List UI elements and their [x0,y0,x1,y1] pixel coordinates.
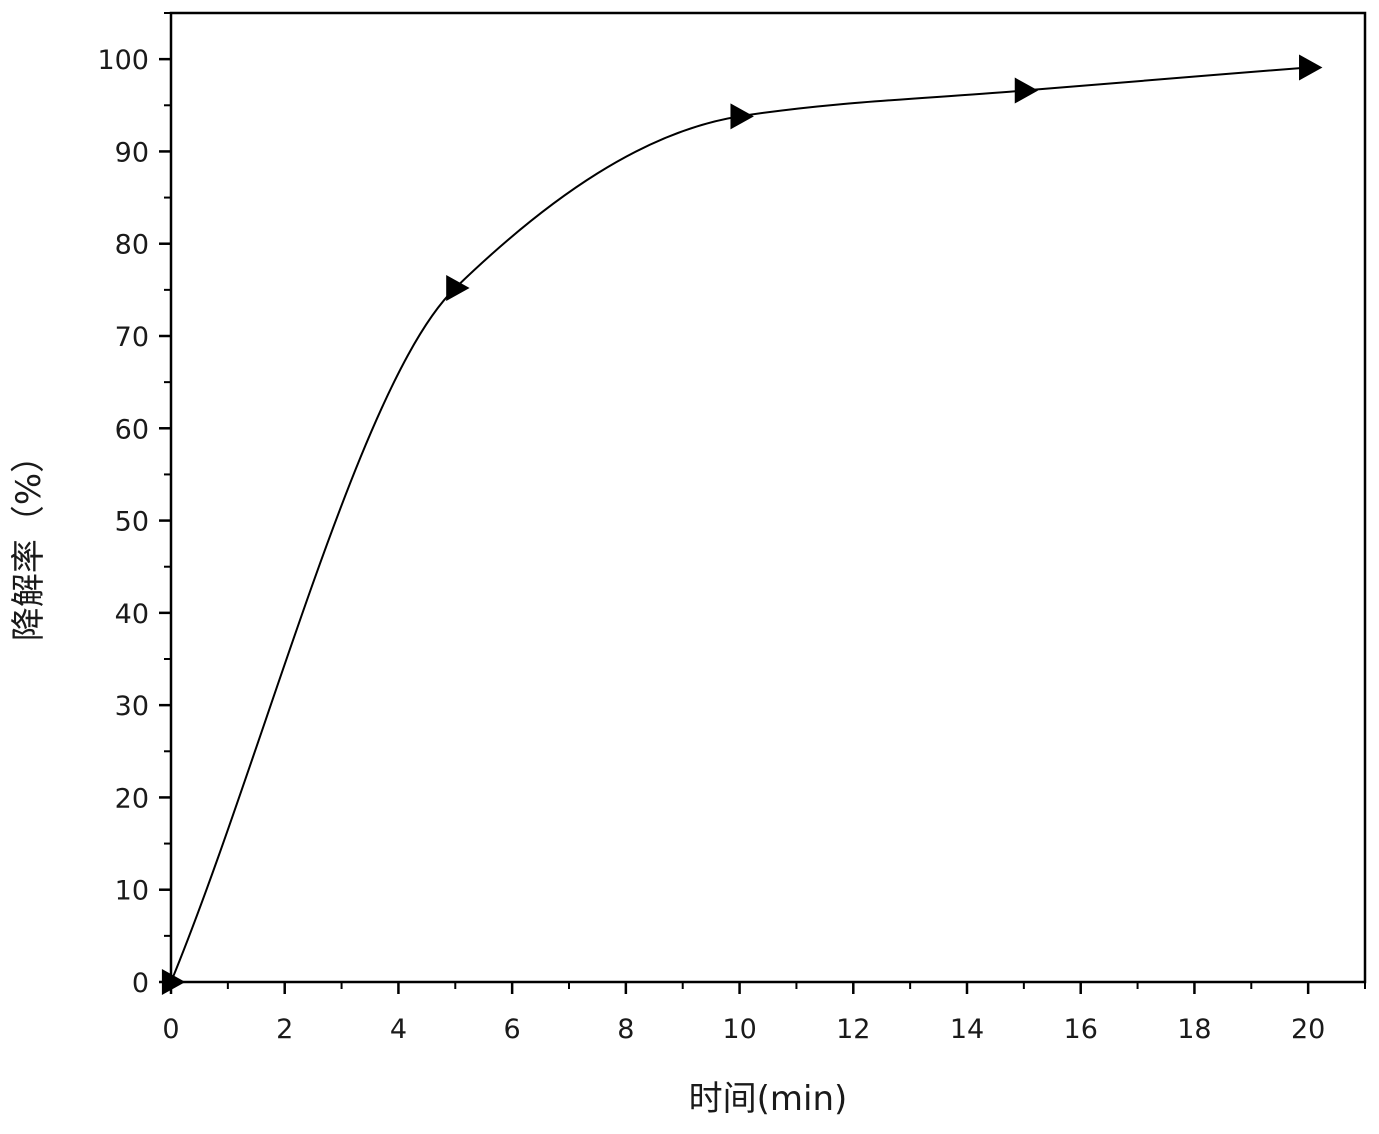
x-tick-label: 0 [162,1014,179,1045]
y-axis-tick-labels: 0 10 20 30 40 50 60 70 80 90 100 [97,45,149,999]
y-tick-label: 60 [115,414,149,445]
y-tick-label: 20 [115,783,149,814]
series-line [170,66,1309,983]
series-markers [161,54,1323,995]
x-tick-label: 6 [504,1014,521,1045]
x-tick-label: 18 [1177,1014,1211,1045]
y-tick-label: 50 [115,507,149,538]
x-tick-label: 20 [1291,1014,1325,1045]
x-tick-label: 12 [836,1014,870,1045]
y-tick-label: 80 [115,230,149,261]
x-tick-label: 14 [950,1014,984,1045]
x-tick-label: 16 [1064,1014,1098,1045]
x-axis-tick-labels: 0 2 4 6 8 10 12 14 16 18 20 [162,1014,1325,1045]
plot-frame [169,11,1367,984]
data-point-marker [1299,54,1323,81]
x-tick-label: 8 [617,1014,634,1045]
y-tick-label: 10 [115,876,149,907]
x-tick-label: 10 [722,1014,756,1045]
data-point-marker [1014,77,1039,104]
data-point-marker [446,275,470,302]
y-axis-title: 降解率（%） [9,439,49,641]
data-point-marker [161,969,186,995]
y-tick-label: 40 [115,599,149,630]
x-tick-label: 2 [276,1014,293,1045]
y-tick-label: 70 [115,322,149,353]
x-axis-title: 时间(min) [689,1079,848,1119]
data-point-marker [730,103,754,130]
x-axis-ticks [169,982,1366,994]
x-tick-label: 4 [390,1014,407,1045]
y-tick-label: 90 [115,137,149,168]
y-tick-label: 30 [115,691,149,722]
y-tick-label: 0 [132,968,149,999]
y-axis-ticks [159,12,171,984]
y-tick-label: 100 [97,45,149,76]
